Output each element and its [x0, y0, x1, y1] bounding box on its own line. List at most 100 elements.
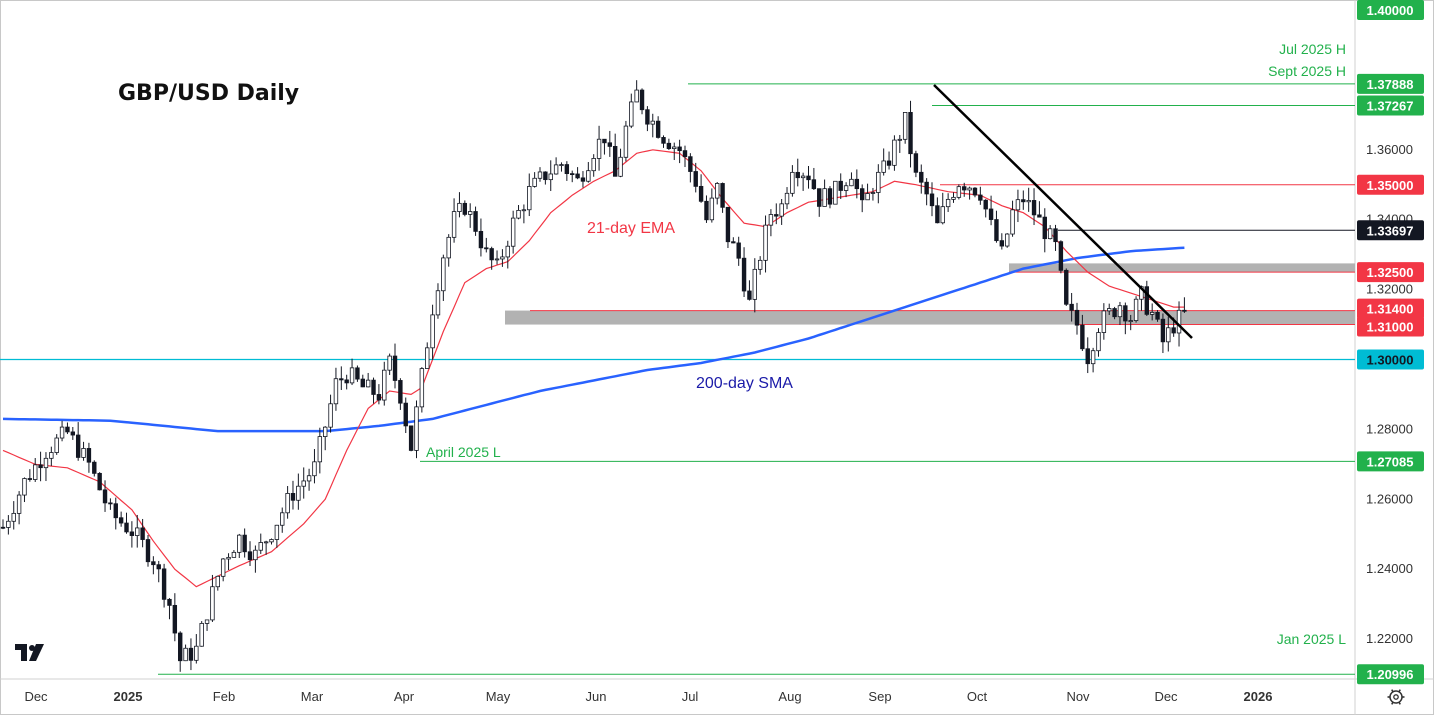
downtrend-line[interactable] — [933, 84, 1193, 339]
candle[interactable] — [892, 135, 897, 171]
candle[interactable] — [709, 188, 715, 223]
candle[interactable] — [1080, 314, 1085, 352]
candle[interactable] — [333, 367, 339, 411]
candle[interactable] — [564, 161, 570, 181]
candle[interactable] — [1128, 314, 1133, 331]
candle[interactable] — [1166, 316, 1171, 352]
candle[interactable] — [510, 210, 516, 254]
candle[interactable] — [247, 541, 253, 567]
candle[interactable] — [392, 343, 398, 389]
price-badge[interactable]: 1.35000 — [1357, 174, 1424, 195]
candle[interactable] — [919, 164, 924, 194]
candle[interactable] — [317, 427, 323, 474]
candle[interactable] — [602, 138, 607, 155]
candle[interactable] — [0, 519, 6, 530]
price-badge[interactable]: 1.37267 — [1357, 95, 1424, 116]
candle[interactable] — [494, 250, 500, 265]
candle[interactable] — [355, 365, 360, 382]
candle[interactable] — [484, 237, 489, 253]
candle[interactable] — [419, 367, 425, 413]
candle[interactable] — [655, 116, 661, 139]
candle[interactable] — [833, 180, 838, 205]
candle[interactable] — [473, 206, 478, 236]
candle[interactable] — [972, 187, 978, 198]
candle[interactable] — [220, 558, 226, 582]
candle[interactable] — [446, 234, 451, 267]
candle[interactable] — [790, 165, 795, 197]
candle[interactable] — [1101, 303, 1107, 340]
candle[interactable] — [822, 179, 827, 207]
time-axis[interactable]: Dec 2025 Feb Mar Apr May Jun Jul Aug Sep Oct Nov Dec… — [24, 689, 1272, 704]
candle[interactable] — [344, 374, 349, 390]
candle[interactable] — [113, 497, 118, 530]
candle[interactable] — [586, 162, 591, 183]
candle[interactable] — [784, 187, 790, 210]
candle[interactable] — [999, 233, 1005, 250]
candle[interactable] — [897, 134, 902, 153]
candle[interactable] — [253, 545, 258, 573]
candle[interactable] — [661, 135, 666, 148]
price-badge[interactable]: 1.32500 — [1357, 262, 1424, 283]
price-badges[interactable]: 1.40000 1.37888 1.37267 1.35000 1.33697 1.325… — [1357, 0, 1424, 685]
candle[interactable] — [204, 619, 210, 631]
candle[interactable] — [704, 195, 709, 223]
candle[interactable] — [1182, 297, 1187, 313]
candle[interactable] — [908, 100, 913, 168]
candle[interactable] — [1042, 208, 1047, 253]
candle[interactable] — [478, 218, 484, 257]
candle[interactable] — [505, 240, 510, 269]
candle[interactable] — [269, 538, 274, 545]
candle[interactable] — [1085, 337, 1090, 374]
candle[interactable] — [97, 472, 102, 491]
candle[interactable] — [811, 167, 817, 190]
candle[interactable] — [360, 374, 365, 388]
candle[interactable] — [988, 195, 994, 226]
candle[interactable] — [527, 173, 532, 217]
candle[interactable] — [774, 203, 779, 225]
candle[interactable] — [731, 237, 736, 244]
candle[interactable] — [763, 215, 768, 273]
candle[interactable] — [467, 203, 473, 228]
candle[interactable] — [43, 452, 49, 482]
candle[interactable] — [543, 171, 548, 185]
candle[interactable] — [1069, 292, 1074, 322]
candle[interactable] — [698, 174, 704, 203]
candle[interactable] — [280, 507, 285, 533]
candle[interactable] — [301, 467, 306, 499]
candle[interactable] — [666, 138, 672, 151]
candle[interactable] — [339, 366, 344, 390]
candle[interactable] — [1004, 233, 1010, 248]
candle[interactable] — [156, 560, 161, 583]
candle[interactable] — [945, 193, 951, 212]
candle[interactable] — [672, 142, 677, 161]
candle[interactable] — [1149, 303, 1155, 321]
candle[interactable] — [1123, 302, 1128, 335]
candle[interactable] — [81, 441, 86, 461]
candle[interactable] — [876, 164, 881, 204]
candle[interactable] — [408, 425, 414, 452]
candle[interactable] — [532, 172, 537, 188]
candle[interactable] — [194, 634, 199, 664]
candle[interactable] — [1015, 189, 1021, 223]
candle[interactable] — [199, 621, 204, 647]
candle[interactable] — [1133, 296, 1139, 323]
candle[interactable] — [1064, 268, 1069, 306]
candle[interactable] — [231, 550, 237, 558]
candle[interactable] — [328, 394, 333, 433]
candle[interactable] — [489, 246, 494, 270]
candle[interactable] — [27, 469, 33, 482]
candle[interactable] — [516, 205, 521, 220]
candle[interactable] — [1058, 240, 1064, 274]
candle[interactable] — [1021, 190, 1026, 210]
candle[interactable] — [1090, 347, 1096, 373]
candle[interactable] — [978, 186, 983, 205]
candle[interactable] — [306, 468, 312, 491]
candle[interactable] — [591, 154, 596, 177]
candle[interactable] — [430, 304, 435, 360]
candle[interactable] — [376, 384, 382, 405]
candle[interactable] — [559, 162, 564, 172]
candle[interactable] — [881, 148, 886, 176]
candle[interactable] — [1160, 313, 1166, 354]
candle[interactable] — [451, 198, 457, 243]
candle[interactable] — [16, 491, 22, 525]
